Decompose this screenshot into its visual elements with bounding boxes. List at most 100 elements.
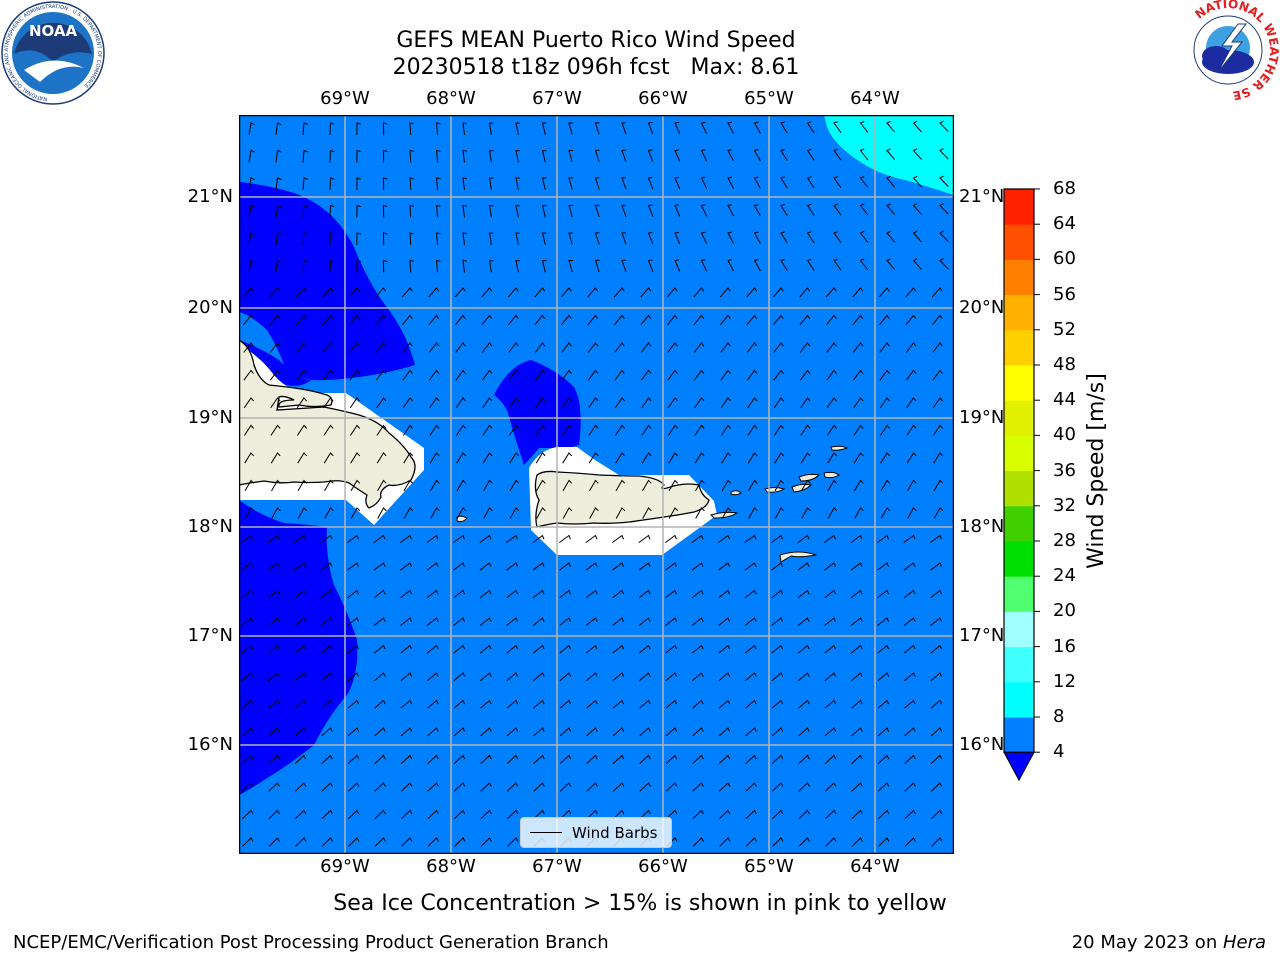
wind-barb bbox=[886, 120, 896, 133]
wind-barb bbox=[746, 314, 758, 326]
wind-barb bbox=[267, 644, 280, 654]
wind-barb bbox=[321, 809, 333, 820]
wind-barb bbox=[400, 589, 413, 599]
wind-barb bbox=[242, 287, 254, 298]
wind-barb bbox=[771, 727, 784, 737]
wind-barb bbox=[532, 589, 545, 599]
wind-barb bbox=[302, 259, 308, 273]
wind-barb bbox=[320, 617, 333, 626]
wind-barb bbox=[559, 672, 572, 682]
wind-barb bbox=[771, 754, 784, 764]
wind-barb bbox=[930, 534, 942, 544]
wind-barb bbox=[302, 149, 308, 163]
wind-barb bbox=[912, 120, 922, 133]
wind-barb bbox=[243, 342, 254, 353]
colorbar-segment bbox=[1004, 224, 1034, 260]
wind-barb bbox=[833, 121, 842, 133]
wind-barb bbox=[561, 342, 572, 353]
wind-barb bbox=[798, 809, 810, 820]
colorbar-label: 8 bbox=[1053, 706, 1065, 727]
wind-barb bbox=[773, 342, 784, 353]
wind-barb bbox=[747, 397, 758, 409]
wind-barb bbox=[275, 122, 282, 135]
wind-barb bbox=[435, 204, 441, 218]
wind-barb bbox=[329, 177, 335, 191]
wind-barb bbox=[621, 149, 627, 162]
wind-barb bbox=[295, 837, 307, 847]
wind-barb bbox=[453, 534, 465, 544]
wind-barb bbox=[753, 259, 761, 272]
wind-barb bbox=[859, 230, 869, 243]
wind-barb bbox=[377, 507, 387, 519]
wind-barb bbox=[400, 617, 413, 626]
wind-barb bbox=[930, 809, 943, 820]
wind-barb bbox=[453, 589, 466, 599]
wind-barb bbox=[488, 232, 494, 245]
wind-barb bbox=[506, 672, 519, 682]
colorbar-under-extension bbox=[1003, 751, 1035, 782]
wind-barb bbox=[533, 699, 545, 709]
wind-barb bbox=[621, 259, 627, 272]
wind-barb bbox=[409, 177, 415, 191]
wind-barb bbox=[666, 287, 678, 298]
wind-barb bbox=[435, 122, 441, 136]
wind-barb bbox=[373, 644, 386, 654]
wind-barb bbox=[720, 342, 731, 353]
wind-barb bbox=[267, 589, 280, 599]
wind-barb bbox=[691, 672, 704, 682]
wind-barb bbox=[515, 259, 521, 273]
wind-barb bbox=[586, 809, 598, 820]
wind-barb bbox=[615, 507, 626, 519]
wind-barb bbox=[568, 122, 573, 135]
lon-label-bottom-67w: 67°W bbox=[532, 856, 582, 877]
wind-barb bbox=[373, 534, 386, 544]
wind-barb bbox=[347, 644, 360, 654]
wind-barb bbox=[718, 699, 731, 709]
wind-barb bbox=[509, 452, 520, 464]
fast-wind-region-ne bbox=[824, 115, 954, 195]
wind-barb bbox=[435, 177, 441, 191]
wind-barb bbox=[382, 259, 388, 273]
wind-barb bbox=[877, 699, 890, 709]
wind-barb bbox=[435, 232, 441, 246]
lon-label-top-68w: 68°W bbox=[426, 88, 476, 109]
wind-barb bbox=[903, 589, 916, 599]
wind-barb bbox=[297, 507, 308, 519]
wind-barb bbox=[771, 562, 783, 571]
wind-barb bbox=[718, 809, 731, 820]
wind-barb bbox=[746, 287, 758, 298]
land-mona-island bbox=[456, 515, 468, 523]
wind-barb bbox=[640, 287, 652, 298]
wind-barb bbox=[594, 232, 600, 245]
colorbar-segment bbox=[1004, 681, 1034, 718]
wind-barb bbox=[639, 754, 651, 764]
wind-barb bbox=[403, 479, 414, 492]
wind-barb bbox=[700, 121, 708, 135]
wind-barb bbox=[744, 672, 757, 682]
wind-barb bbox=[880, 452, 891, 464]
wind-barb bbox=[323, 452, 334, 464]
wind-barb bbox=[692, 837, 704, 847]
wind-barb bbox=[506, 589, 519, 599]
wind-barb bbox=[243, 314, 254, 326]
colorbar-segment bbox=[1004, 576, 1034, 612]
wind-barb bbox=[903, 617, 916, 626]
wind-barb bbox=[933, 452, 944, 464]
wind-barb bbox=[321, 837, 333, 847]
legend-label: Wind Barbs bbox=[572, 823, 658, 842]
wind-barb bbox=[638, 562, 651, 571]
wind-barb bbox=[748, 507, 758, 519]
wind-barb bbox=[615, 452, 626, 464]
wind-barb bbox=[854, 479, 864, 492]
colorbar-label: 4 bbox=[1053, 741, 1065, 763]
colorbar-label: 40 bbox=[1053, 424, 1076, 446]
wind-barb bbox=[905, 287, 917, 298]
wind-barb bbox=[270, 452, 281, 464]
wind-barb bbox=[718, 782, 731, 792]
wind-barb bbox=[912, 148, 922, 160]
wind-barb bbox=[640, 314, 652, 326]
wind-barb bbox=[348, 287, 360, 298]
lon-label-bottom-69w: 69°W bbox=[320, 856, 370, 877]
wind-barb bbox=[903, 534, 916, 544]
lat-label-left-18n: 18°N bbox=[187, 516, 233, 537]
